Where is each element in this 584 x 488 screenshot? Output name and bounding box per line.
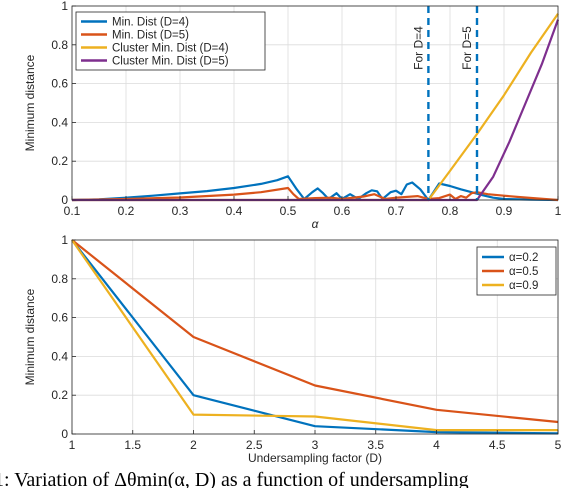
figure-caption: 1: Variation of Δθmin(α, D) as a functio… — [0, 469, 469, 488]
y-tick-label: 1 — [61, 233, 68, 247]
x-tick-label: 4.5 — [489, 438, 506, 452]
y-tick-label: 0.4 — [51, 115, 68, 129]
x-tick-label: 2 — [190, 438, 197, 452]
axes-box — [71, 5, 559, 201]
legend-label: Cluster Min. Dist (D=5) — [112, 56, 229, 68]
y-axis-label: Minimum distance — [23, 54, 37, 151]
x-tick-label: 0.1 — [64, 204, 81, 218]
legend-label: α=0.2 — [509, 252, 538, 264]
legend-label: α=0.9 — [509, 280, 538, 292]
y-tick-label: 0.6 — [51, 77, 68, 91]
series-line-3 — [71, 239, 558, 432]
annotation-label: For D=5 — [460, 26, 474, 70]
x-tick-label: 3.5 — [367, 438, 384, 452]
legend-label: Min. Dist (D=4) — [112, 17, 189, 29]
x-tick-label: 3 — [312, 438, 319, 452]
x-tick-label: 0.4 — [226, 204, 243, 218]
y-axis-label: Minimum distance — [23, 288, 37, 385]
x-tick-label: 0.5 — [280, 204, 297, 218]
x-tick-label: 0.7 — [388, 204, 405, 218]
y-tick-label: 0.2 — [51, 388, 68, 402]
bottom-chart: 1 1.5 2 2.5 3 3.5 4 4.5 5 0 0.2 0.4 0.6 0.8 1 Minimum d… — [23, 233, 562, 465]
x-tick-label: 0.3 — [172, 204, 189, 218]
x-axis-label: Undersampling factor (D) — [248, 451, 382, 465]
top-chart: For D=4 For D=5 0.1 0.2 0.3 0.4 0.5 0.6 0.7 0.8 0.… — [23, 0, 562, 231]
x-tick-label: 0.2 — [118, 204, 135, 218]
y-tick-label: 0.6 — [51, 311, 68, 325]
y-tick-label: 0.8 — [51, 272, 68, 286]
x-tick-label: 1 — [555, 204, 562, 218]
y-tick-label: 1 — [61, 0, 68, 13]
legend-label: Cluster Min. Dist (D=4) — [112, 43, 229, 55]
y-tick-label: 0 — [61, 427, 68, 441]
series-line-1 — [71, 239, 559, 435]
legend — [75, 11, 266, 71]
y-tick-label: 0.4 — [51, 349, 68, 363]
x-tick-label: 0.9 — [496, 204, 513, 218]
y-tick-label: 0.8 — [51, 38, 68, 52]
legend-label: Min. Dist (D=5) — [112, 30, 189, 42]
x-tick-label: 1.5 — [124, 438, 141, 452]
x-axis-label: α — [312, 217, 320, 231]
x-tick-label: 2.5 — [246, 438, 263, 452]
x-tick-label: 0.8 — [442, 204, 459, 218]
legend-label: α=0.5 — [509, 266, 538, 278]
y-tick-label: 0.2 — [51, 154, 68, 168]
x-tick-label: 5 — [555, 438, 562, 452]
series-line-2 — [71, 239, 559, 424]
annotation-label: For D=4 — [411, 26, 425, 70]
x-tick-label: 0.6 — [334, 204, 351, 218]
y-tick-label: 0 — [61, 193, 68, 207]
x-tick-label: 1 — [69, 438, 76, 452]
x-tick-label: 4 — [433, 438, 440, 452]
